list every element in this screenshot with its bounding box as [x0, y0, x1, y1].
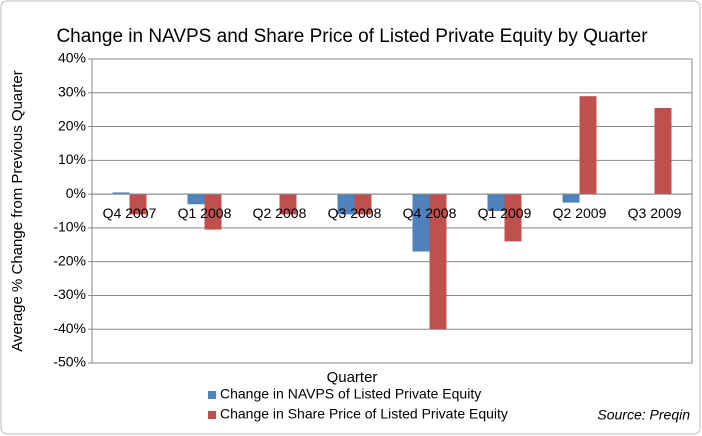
x-tick-label: Q1 2008 — [178, 205, 232, 221]
x-tick-label: Q2 2009 — [553, 205, 607, 221]
bar — [429, 194, 447, 330]
y-tick-label: -40% — [53, 320, 86, 336]
bar — [354, 194, 372, 215]
x-tick-label: Q4 2008 — [403, 205, 457, 221]
y-tick-label: 0% — [66, 185, 86, 201]
bar — [279, 194, 297, 215]
y-tick-label: -20% — [53, 252, 86, 268]
legend-label: Change in NAVPS of Listed Private Equity — [220, 386, 481, 402]
source-note: Source: Preqin — [597, 407, 690, 423]
y-tick-label: -10% — [53, 219, 86, 235]
legend-label: Change in Share Price of Listed Private … — [220, 406, 508, 422]
bar — [204, 194, 222, 230]
bar — [337, 194, 355, 215]
x-tick-label: Q2 2008 — [253, 205, 307, 221]
x-tick-label: Q3 2008 — [328, 205, 382, 221]
bar — [654, 107, 672, 195]
bar — [562, 194, 580, 203]
y-axis-label: Average % Change from Previous Quarter — [9, 70, 26, 352]
y-tick-label: 40% — [58, 50, 86, 66]
y-tick-label: -30% — [53, 286, 86, 302]
bar — [129, 194, 147, 215]
bar — [412, 194, 430, 252]
x-tick-label: Q1 2009 — [478, 205, 532, 221]
bar — [112, 192, 130, 195]
y-tick-label: -50% — [53, 354, 86, 370]
y-tick-label: 30% — [58, 83, 86, 99]
x-axis-label: Quarter — [327, 369, 378, 386]
legend-swatch — [208, 411, 216, 419]
y-tick-label: 20% — [58, 117, 86, 133]
x-tick-label: Q3 2009 — [628, 205, 682, 221]
y-tick-label: 10% — [58, 151, 86, 167]
bar — [487, 194, 505, 211]
bar — [579, 96, 597, 195]
chart-title: Change in NAVPS and Share Price of Liste… — [56, 26, 648, 47]
bar — [504, 194, 522, 242]
legend-swatch — [208, 391, 216, 399]
bar — [187, 194, 205, 205]
x-tick-label: Q4 2007 — [103, 205, 157, 221]
